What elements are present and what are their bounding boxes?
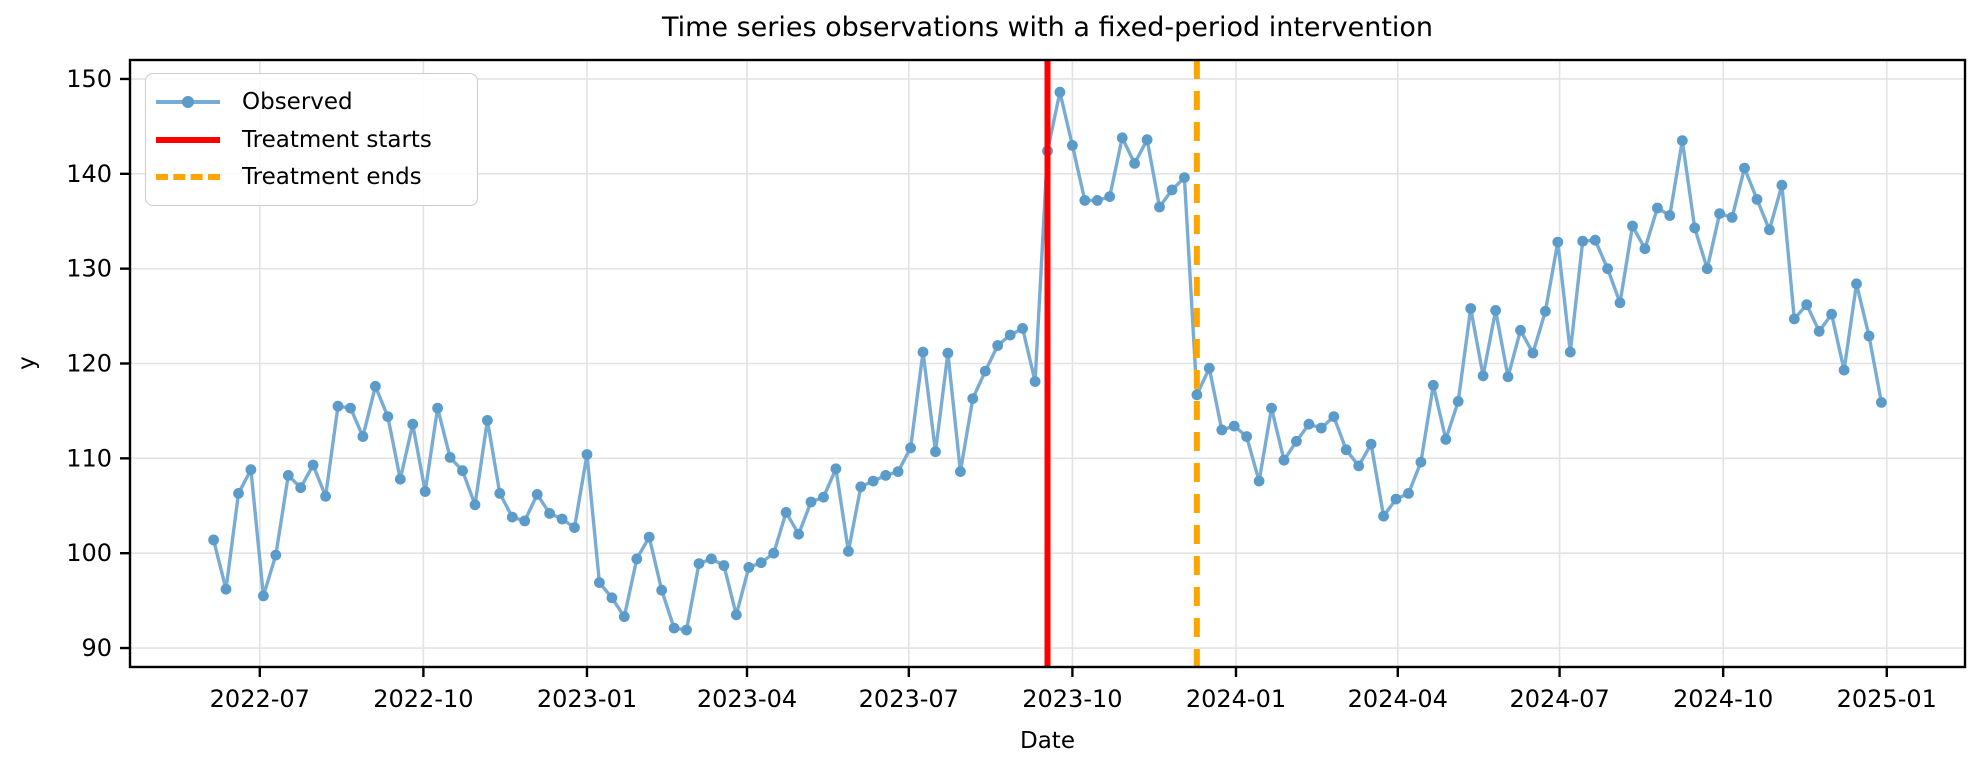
- x-tick-label: 2024-10: [1673, 685, 1773, 713]
- x-tick-label: 2024-04: [1348, 685, 1448, 713]
- y-tick-label: 120: [66, 350, 112, 378]
- x-tick-label: 2024-07: [1509, 685, 1609, 713]
- treatment-ends-line-icon: [156, 166, 220, 188]
- legend-label-treatment-ends: Treatment ends: [242, 164, 422, 191]
- observed-markers: [208, 86, 1887, 636]
- y-axis-ticks: 90 100 110 120 130 140 150: [66, 65, 130, 662]
- y-tick-label: 140: [66, 160, 112, 188]
- x-axis-label: Date: [1020, 728, 1075, 754]
- x-tick-label: 2023-10: [1022, 685, 1122, 713]
- legend-item-treatment-ends: Treatment ends: [156, 158, 465, 196]
- y-tick-label: 100: [66, 539, 112, 567]
- legend-label-observed: Observed: [242, 88, 353, 115]
- y-tick-label: 90: [81, 634, 112, 662]
- y-tick-label: 110: [66, 444, 112, 472]
- x-tick-label: 2023-07: [859, 685, 959, 713]
- x-tick-label: 2022-10: [373, 685, 473, 713]
- chart-title: Time series observations with a fixed-pe…: [661, 12, 1434, 43]
- x-tick-label: 2023-04: [697, 685, 797, 713]
- x-axis-ticks: 2022-07 2022-10 2023-01 2023-04 2023-07 2023-…: [210, 667, 1937, 713]
- legend: Observed Treatment starts Treatment ends: [145, 73, 478, 206]
- x-tick-label: 2025-01: [1837, 685, 1937, 713]
- y-axis-label: y: [14, 356, 40, 370]
- x-tick-label: 2023-01: [537, 685, 637, 713]
- treatment-starts-line-icon: [156, 129, 220, 151]
- x-tick-label: 2024-01: [1186, 685, 1286, 713]
- legend-label-treatment-starts: Treatment starts: [242, 126, 432, 153]
- y-tick-label: 130: [66, 255, 112, 283]
- y-tick-label: 150: [66, 65, 112, 93]
- legend-item-treatment-starts: Treatment starts: [156, 121, 465, 159]
- legend-item-observed: Observed: [156, 83, 465, 121]
- observed-line-marker-icon: [156, 91, 220, 113]
- x-tick-label: 2022-07: [210, 685, 310, 713]
